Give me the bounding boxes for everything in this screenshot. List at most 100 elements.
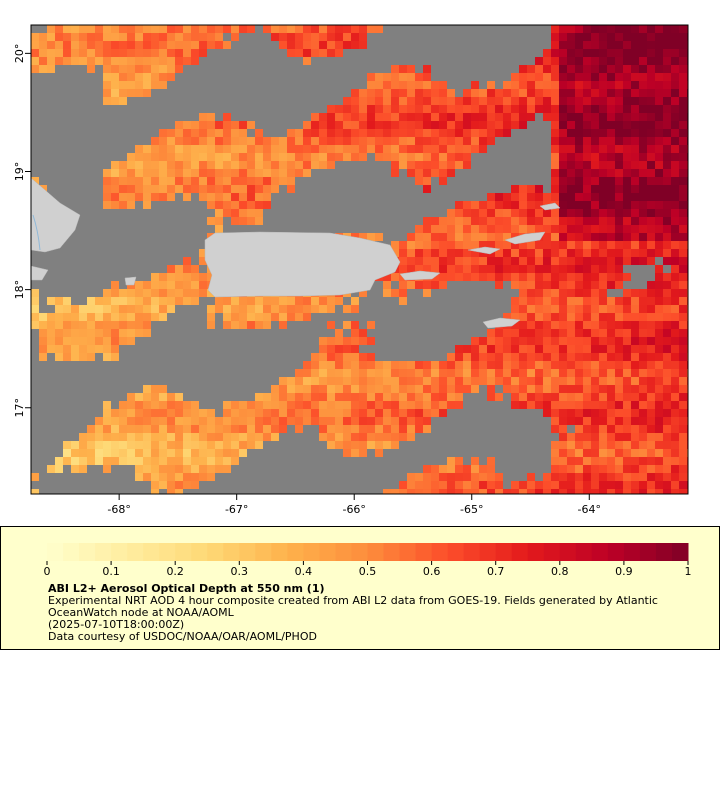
aod-cell [647,97,655,105]
aod-cell [631,153,639,161]
aod-cell [663,233,671,241]
aod-cell [247,425,255,433]
aod-cell [359,137,367,145]
aod-cell [199,129,207,137]
aod-cell [647,361,655,369]
aod-cell [303,305,311,313]
aod-cell [327,353,335,361]
aod-cell [287,313,295,321]
aod-cell [487,113,495,121]
aod-cell [495,281,503,289]
aod-cell [583,425,591,433]
aod-cell [439,225,447,233]
aod-cell [207,409,215,417]
aod-cell [359,41,367,49]
aod-cell [71,449,79,457]
aod-cell [423,393,431,401]
aod-cell [407,73,415,81]
aod-cell [255,169,263,177]
aod-cell [207,473,215,481]
aod-cell [455,145,463,153]
aod-cell [583,337,591,345]
map-frame [30,24,689,495]
aod-cell [535,265,543,273]
aod-cell [615,465,623,473]
aod-cell [319,305,327,313]
aod-cell [615,89,623,97]
aod-cell [351,113,359,121]
aod-cell [463,481,471,489]
aod-cell [295,145,303,153]
aod-cell [543,273,551,281]
aod-cell [367,361,375,369]
aod-cell [247,137,255,145]
aod-cell [303,377,311,385]
aod-cell [311,369,319,377]
aod-cell [543,489,551,494]
aod-cell [607,193,615,201]
aod-cell [631,81,639,89]
aod-cell [95,417,103,425]
aod-cell [679,409,687,417]
aod-cell [511,113,519,121]
aod-cell [71,305,79,313]
aod-cell [479,105,487,113]
aod-cell [679,417,687,425]
aod-cell [567,265,575,273]
aod-cell [407,257,415,265]
aod-cell [199,137,207,145]
aod-cell [471,457,479,465]
aod-cell [151,417,159,425]
aod-cell [623,337,631,345]
aod-cell [279,161,287,169]
aod-cell [631,65,639,73]
aod-cell [559,89,567,97]
aod-cell [655,441,663,449]
aod-cell [231,33,239,41]
aod-cell [159,409,167,417]
aod-cell [583,305,591,313]
aod-cell [399,161,407,169]
aod-cell [367,73,375,81]
aod-cell [159,185,167,193]
aod-cell [271,393,279,401]
aod-cell [639,401,647,409]
aod-cell [135,393,143,401]
aod-cell [527,273,535,281]
aod-cell [503,241,511,249]
aod-cell [551,105,559,113]
aod-cell [319,369,327,377]
aod-cell [159,129,167,137]
aod-cell [143,465,151,473]
aod-cell [95,457,103,465]
aod-cell [223,145,231,153]
aod-cell [671,481,679,489]
aod-cell [559,241,567,249]
aod-cell [407,153,415,161]
aod-cell [119,169,127,177]
aod-cell [31,473,39,481]
aod-cell [407,409,415,417]
aod-cell [575,481,583,489]
aod-cell [519,385,527,393]
aod-cell [415,281,423,289]
aod-cell [231,433,239,441]
aod-cell [559,209,567,217]
aod-cell [431,113,439,121]
aod-cell [367,393,375,401]
x-tick-label: -64° [578,503,601,516]
aod-cell [335,41,343,49]
aod-cell [191,417,199,425]
aod-cell [655,225,663,233]
aod-cell [663,369,671,377]
aod-cell [287,305,295,313]
aod-cell [223,129,231,137]
aod-cell [103,33,111,41]
aod-cell [447,265,455,273]
aod-cell [415,145,423,153]
colorbar-tick-label: 1 [685,565,692,578]
colorbar-cell [255,543,272,561]
aod-cell [487,481,495,489]
colorbar-cell [399,543,417,561]
colorbar-cell [431,543,449,561]
